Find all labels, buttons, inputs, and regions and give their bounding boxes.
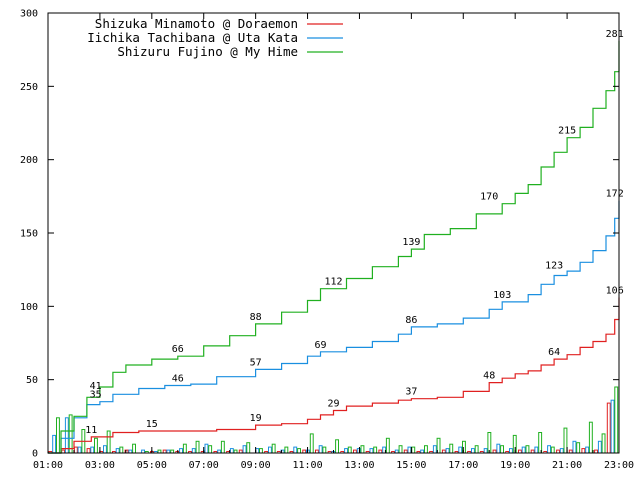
data-label: 19 xyxy=(250,413,262,424)
x-tick-label: 13:00 xyxy=(344,460,374,471)
data-label: 48 xyxy=(483,371,495,382)
data-label: 170 xyxy=(480,192,498,203)
x-tick-label: 11:00 xyxy=(292,460,322,471)
lines-layer xyxy=(48,40,620,454)
x-tick-label: 15:00 xyxy=(396,460,426,471)
x-tick-label: 05:00 xyxy=(137,460,167,471)
data-label: 281 xyxy=(606,29,624,40)
data-label: 112 xyxy=(324,277,342,288)
data-label: 41 xyxy=(90,381,102,392)
data-label: 46 xyxy=(172,374,184,385)
legend-entry-label: Shizuru Fujino @ My Hime xyxy=(117,44,298,59)
y-tick-label: 0 xyxy=(32,449,38,460)
y-tick-label: 300 xyxy=(20,9,38,20)
data-label: 35 xyxy=(90,390,102,401)
legend-entry-label: Shizuka Minamoto @ Doraemon xyxy=(95,16,298,31)
data-label: 172 xyxy=(606,189,624,200)
y-tick-label: 200 xyxy=(20,155,38,166)
axes-layer: 0 50 100 150 200 250 300 01:00 03:00 05:00 07:00 09… xyxy=(20,9,634,472)
data-label: 69 xyxy=(314,340,326,351)
point-labels-layer: 11 15 19 29 37 48 64 106 35 46 57 69 86 103 123 172 41 66… xyxy=(85,29,623,436)
data-label: 215 xyxy=(558,126,576,137)
data-label: 88 xyxy=(250,312,262,323)
data-label: 37 xyxy=(405,387,417,398)
data-label: 11 xyxy=(85,425,97,436)
series-line xyxy=(48,40,620,454)
series-line xyxy=(48,200,620,454)
y-tick-label: 250 xyxy=(20,82,38,93)
data-label: 86 xyxy=(405,315,417,326)
y-tick-label: 50 xyxy=(26,375,38,386)
data-label: 106 xyxy=(606,286,624,297)
data-label: 29 xyxy=(327,399,339,410)
data-label: 123 xyxy=(545,261,563,272)
x-tick-label: 19:00 xyxy=(500,460,530,471)
legend-entry-label: Iichika Tachibana @ Uta Kata xyxy=(87,30,298,45)
data-label: 15 xyxy=(146,419,158,430)
data-label: 103 xyxy=(493,290,511,301)
x-tick-label: 23:00 xyxy=(604,460,634,471)
data-label: 57 xyxy=(250,357,262,368)
x-tick-label: 07:00 xyxy=(189,460,219,471)
y-tick-label: 150 xyxy=(20,229,38,240)
data-label: 139 xyxy=(402,237,420,248)
data-label: 64 xyxy=(548,347,560,358)
x-tick-label: 09:00 xyxy=(241,460,271,471)
x-tick-label: 21:00 xyxy=(552,460,582,471)
y-tick-label: 100 xyxy=(20,302,38,313)
x-tick-label: 01:00 xyxy=(33,460,63,471)
series-line xyxy=(48,297,620,454)
x-tick-label: 03:00 xyxy=(85,460,115,471)
x-tick-label: 17:00 xyxy=(448,460,478,471)
data-label: 66 xyxy=(172,344,184,355)
